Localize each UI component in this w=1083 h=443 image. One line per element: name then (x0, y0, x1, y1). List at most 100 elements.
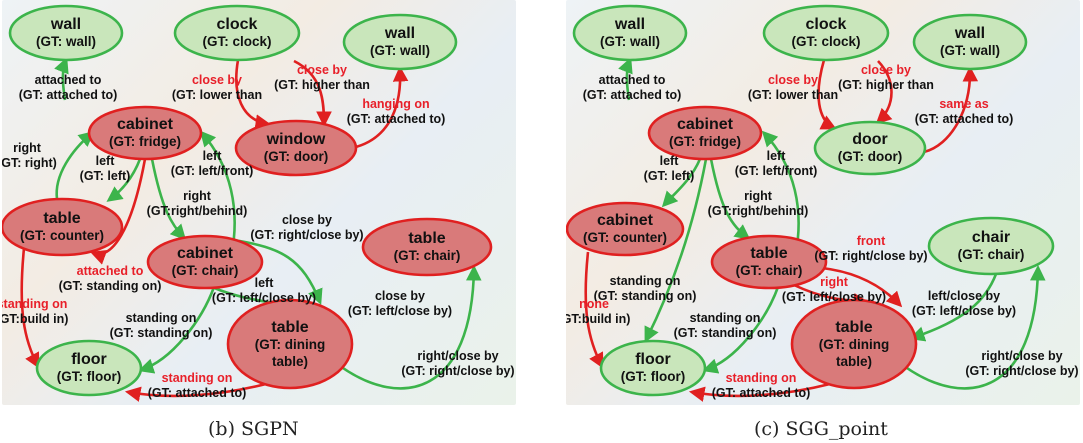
edge-label: close by(GT: lower than (172, 73, 262, 102)
node-gt-label: (GT: clock) (202, 34, 271, 49)
node-gt-label: table) (272, 354, 308, 369)
edge-label: left(GT: left) (80, 154, 131, 183)
node-label: window (266, 131, 326, 148)
edge-predicate: hanging on (362, 97, 429, 111)
edge-predicate: close by (375, 289, 425, 303)
relation-arrow (293, 59, 332, 128)
relation-arrow (618, 57, 633, 101)
node-label: floor (71, 351, 107, 368)
edge-label: right(GT: left/close by) (782, 275, 886, 304)
edge-label: right(GT: right) (2, 141, 57, 170)
node-gt-label: (GT: dining (255, 337, 325, 352)
edge-gt: (GT: standing on) (594, 289, 697, 303)
relation-arrow (55, 130, 95, 200)
relation-arrow (584, 251, 604, 369)
node-label: cabinet (597, 212, 654, 229)
node-wall2: wall(GT: wall) (342, 13, 458, 71)
edge-predicate: right (13, 141, 42, 155)
edge-gt: (GT: right) (2, 156, 57, 170)
edge-gt: (GT: attached to) (583, 88, 682, 102)
edge-predicate: close by (297, 63, 347, 77)
node-label: cabinet (177, 245, 234, 262)
edge-predicate: close by (768, 73, 818, 87)
node-label: wall (954, 25, 985, 42)
relation-arrow (124, 382, 267, 402)
edge-predicate: right (744, 189, 773, 203)
node-gt-label: (GT: fridge) (669, 134, 741, 149)
relation-arrow (661, 158, 702, 208)
edge-gt: (GT: right/close by) (250, 228, 363, 242)
relation-arrow (821, 266, 903, 308)
node-gt-label: (GT: floor) (621, 369, 685, 384)
edge-gt: (GT: standing on) (59, 279, 162, 293)
edge-gt: (GT: left/close by) (912, 304, 1016, 318)
panel-sgg-point: wall (GT: wall) clock (GT: clock) wall (GT: w… (566, 0, 1080, 405)
relation-arrow (150, 158, 187, 241)
edge-predicate: same as (939, 97, 988, 111)
node-door: door(GT: door) (813, 120, 927, 176)
edge-predicate: front (857, 234, 886, 248)
edge-label: standing on(GT: attached to) (148, 371, 247, 400)
edge-gt: (GT: attached to) (915, 112, 1014, 126)
edge-label: standing on(GT: standing on) (110, 311, 213, 340)
node-label: wall (614, 16, 645, 33)
node-table2: table(GT: dining table) (790, 298, 918, 390)
node-gt-label: table) (836, 354, 872, 369)
edge-label: left(GT: left/front) (735, 149, 818, 178)
edge-predicate: standing on (2, 297, 67, 311)
node-label: wall (384, 25, 415, 42)
edge-predicate: close by (861, 63, 911, 77)
node-wall2: wall(GT: wall) (912, 13, 1028, 71)
relation-arrow (709, 158, 751, 240)
caption-sgpn: (b) SGPN (208, 418, 299, 440)
edge-label: standing on(GT:build in) (2, 297, 68, 326)
relation-arrow (817, 59, 837, 130)
edge-gt: (GT:build in) (566, 312, 630, 326)
edge-label: hanging on(GT: attached to) (347, 97, 446, 126)
edge-gt: (GT:build in) (2, 312, 68, 326)
node-gt-label: (GT: chair) (736, 263, 803, 278)
edge-predicate: standing on (126, 311, 197, 325)
edge-predicate: left (767, 149, 787, 163)
node-wall1: wall(GT: wall) (8, 4, 124, 62)
scene-graph-sgpn: wall(GT: wall) clock(GT: clock) wall(GT: w… (2, 4, 515, 402)
relation-arrow (235, 59, 272, 130)
node-clock: clock(GT: clock) (173, 4, 301, 62)
node-chair: chair(GT: chair) (927, 216, 1055, 276)
relation-arrow (644, 158, 708, 343)
node-gt-label: (GT: dining (819, 337, 889, 352)
edge-label: right(GT:right/behind) (147, 189, 248, 218)
edge-predicate: right/close by (981, 349, 1062, 363)
node-gt-label: (GT: counter) (583, 230, 667, 245)
edge-predicate: close by (282, 213, 332, 227)
edge-label: front(GT: right/close by) (814, 234, 927, 263)
relation-arrow (909, 273, 998, 342)
edge-label: right/close by(GT: right/close by) (401, 349, 514, 378)
edge-label: attached to(GT: attached to) (19, 73, 118, 102)
edge-gt: (GT: right/close by) (965, 364, 1078, 378)
node-cabinet1: cabinet(GT: fridge) (87, 105, 203, 161)
relation-arrow (702, 286, 780, 374)
node-label: table (43, 210, 80, 227)
scene-graph-sgg-point: wall(GT: wall)clock(GT: clock) wall(GT: w… (566, 4, 1079, 402)
edge-gt: (GT: standing on) (110, 326, 213, 340)
edge-gt: (GT: right/close by) (814, 249, 927, 263)
edge-gt: (GT: standing on) (674, 326, 777, 340)
edge-predicate: left (660, 154, 680, 168)
edge-label: left(GT: left/close by) (212, 276, 316, 305)
edge-label: left/close by(GT: left/close by) (912, 289, 1016, 318)
edge-label: left(GT: left/front) (171, 149, 254, 178)
edge-gt: (GT: attached to) (347, 112, 446, 126)
node-clock: clock(GT: clock) (762, 4, 890, 62)
relation-arrow (339, 264, 482, 390)
node-gt-label: (GT: door) (264, 149, 328, 164)
panel-sgpn: wall (GT: wall) clock (GT: clock) wall (GT: w… (2, 0, 516, 405)
edge-gt: (GT: attached to) (148, 386, 247, 400)
edge-gt: (GT: lower than (748, 88, 838, 102)
edge-label: attached to(GT: standing on) (59, 264, 162, 293)
edge-predicate: left (255, 276, 275, 290)
relation-arrow (106, 158, 142, 202)
edge-label: right(GT:right/behind) (708, 189, 809, 218)
node-label: clock (806, 16, 847, 33)
node-label: chair (972, 229, 1010, 246)
